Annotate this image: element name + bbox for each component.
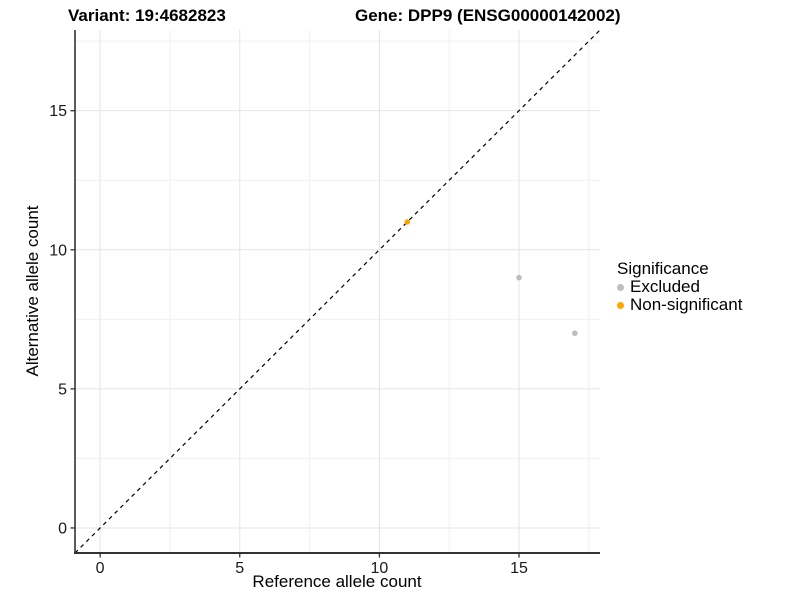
legend-item-label: Non-significant: [630, 295, 743, 314]
data-point-excluded: [516, 274, 522, 281]
legend-item-excluded: Excluded: [617, 278, 742, 296]
legend-dot: [617, 301, 624, 309]
x-tick-label: 0: [96, 560, 105, 577]
plot-title-variant: Variant: 19:4682823: [68, 6, 226, 25]
y-tick-label: 10: [49, 242, 67, 259]
legend-title: Significance: [617, 259, 709, 278]
x-axis-label: Reference allele count: [252, 572, 422, 591]
x-tick-label: 5: [235, 560, 244, 577]
identity-dashed-line: [74, 29, 601, 554]
data-point-non-significant: [404, 219, 411, 225]
legend-item-non-significant: Non-significant: [617, 296, 742, 314]
legend-dot: [617, 283, 624, 291]
x-tick-label: 15: [510, 560, 528, 577]
y-tick-label: 0: [58, 520, 67, 537]
x-tick-label: 10: [370, 560, 388, 577]
y-tick-label: 15: [49, 103, 67, 120]
legend: Significance Excluded Non-significant: [617, 259, 742, 314]
y-tick-label: 5: [58, 381, 67, 398]
legend-item-label: Excluded: [630, 277, 700, 296]
data-point-excluded: [572, 330, 578, 337]
y-axis-label: Alternative allele count: [23, 205, 42, 377]
plot-title-gene: Gene: DPP9 (ENSG00000142002): [355, 6, 621, 25]
